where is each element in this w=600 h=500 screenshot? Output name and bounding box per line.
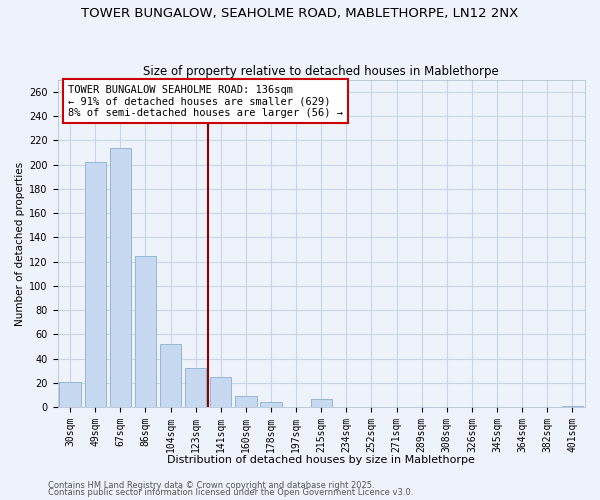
Y-axis label: Number of detached properties: Number of detached properties [15, 162, 25, 326]
Text: Contains public sector information licensed under the Open Government Licence v3: Contains public sector information licen… [48, 488, 413, 497]
Bar [160, 344, 181, 407]
Bar [260, 402, 281, 407]
Text: Contains HM Land Registry data © Crown copyright and database right 2025.: Contains HM Land Registry data © Crown c… [48, 480, 374, 490]
X-axis label: Distribution of detached houses by size in Mablethorpe: Distribution of detached houses by size … [167, 455, 475, 465]
Bar [59, 382, 81, 407]
Bar [135, 256, 156, 407]
Text: TOWER BUNGALOW, SEAHOLME ROAD, MABLETHORPE, LN12 2NX: TOWER BUNGALOW, SEAHOLME ROAD, MABLETHOR… [82, 8, 518, 20]
Bar [185, 368, 206, 407]
Bar [311, 399, 332, 407]
Bar [110, 148, 131, 407]
Bar [562, 406, 583, 407]
Bar [235, 396, 257, 407]
Title: Size of property relative to detached houses in Mablethorpe: Size of property relative to detached ho… [143, 66, 499, 78]
Bar [210, 377, 232, 407]
Bar [85, 162, 106, 407]
Text: TOWER BUNGALOW SEAHOLME ROAD: 136sqm
← 91% of detached houses are smaller (629)
: TOWER BUNGALOW SEAHOLME ROAD: 136sqm ← 9… [68, 84, 343, 118]
